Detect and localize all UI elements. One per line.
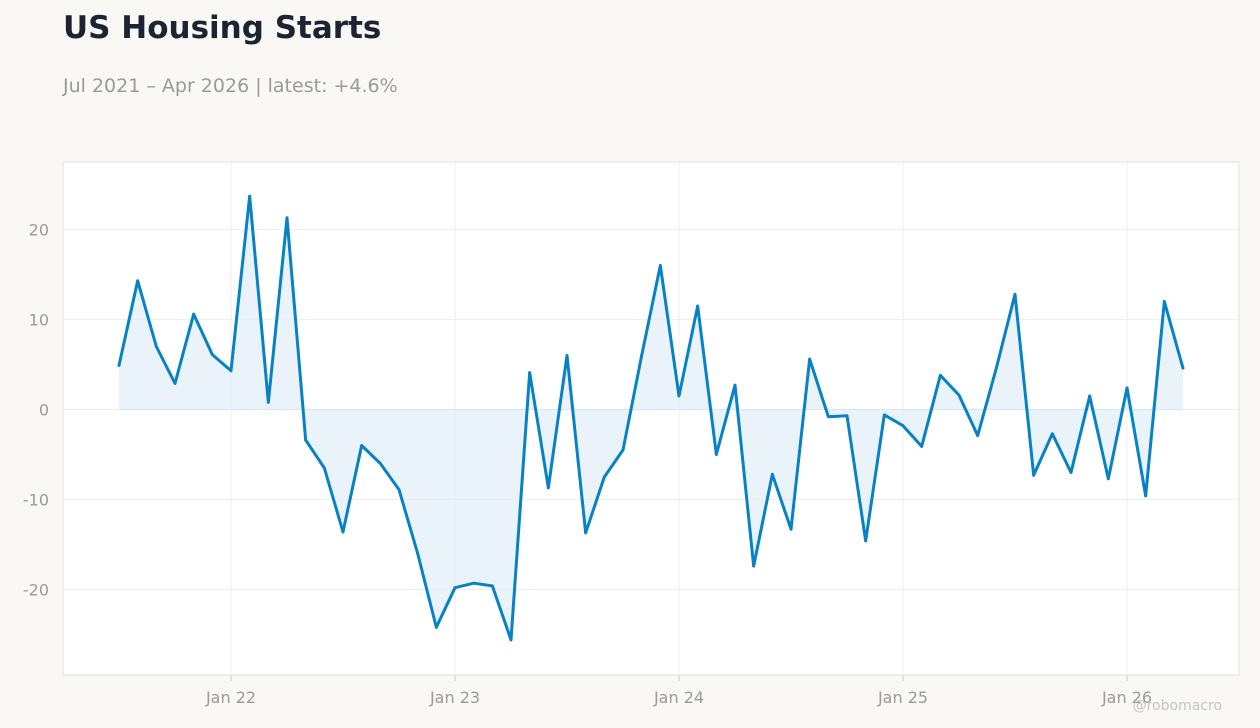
x-tick-label: Jan 22 (205, 688, 256, 707)
data-point (733, 383, 737, 387)
data-point (472, 581, 476, 585)
data-point (696, 304, 700, 308)
data-point (1106, 477, 1110, 481)
series-line (117, 194, 1185, 642)
data-point (397, 488, 401, 491)
data-point (304, 438, 308, 442)
y-axis: -20 -10 0 10 20 (23, 221, 49, 600)
data-point (1069, 471, 1073, 474)
x-tick-label: Jan 25 (877, 688, 928, 707)
data-point (434, 625, 438, 629)
credit-watermark: @robomacro (1132, 698, 1222, 714)
data-point (509, 638, 513, 642)
chart-subtitle: Jul 2021 – Apr 2026 | latest: +4.6% (63, 75, 398, 97)
data-point (210, 353, 214, 356)
x-tick-label: Jan 26 (1101, 688, 1152, 707)
data-point (154, 345, 158, 348)
data-point (826, 415, 830, 419)
data-point (1144, 494, 1148, 498)
data-point (1032, 473, 1036, 477)
y-tick-label: 10 (29, 311, 49, 330)
y-tick-label: 20 (29, 221, 49, 240)
chart-title: US Housing Starts (63, 10, 382, 46)
data-point (322, 466, 326, 470)
data-point (117, 364, 121, 367)
x-axis: Jan 22 Jan 23 Jan 24 Jan 25 Jan 26 (205, 675, 1152, 707)
data-point (229, 369, 233, 373)
data-point (1088, 394, 1092, 398)
data-point (285, 216, 289, 220)
y-tick-label: -10 (23, 491, 49, 510)
data-point (173, 382, 177, 385)
data-point (602, 475, 606, 479)
data-point (453, 586, 457, 590)
data-point (360, 444, 364, 447)
data-point (565, 354, 569, 357)
data-point (490, 584, 494, 588)
data-point (1125, 386, 1129, 390)
data-point (1162, 300, 1166, 303)
data-point (621, 448, 625, 452)
data-point (976, 434, 980, 437)
data-point (770, 472, 774, 476)
data-point (808, 357, 812, 361)
data-point (341, 530, 345, 534)
data-point (584, 531, 588, 535)
data-point (920, 445, 924, 448)
y-tick-label: -20 (23, 581, 49, 600)
data-point (378, 462, 382, 465)
data-point (957, 393, 961, 397)
data-point (192, 312, 196, 316)
data-point (677, 394, 681, 398)
line-layer (117, 194, 1185, 642)
data-point (1181, 366, 1185, 370)
data-point (752, 564, 756, 568)
data-point (528, 371, 532, 374)
data-point (416, 552, 420, 555)
x-tick-label: Jan 23 (429, 688, 480, 707)
data-point (136, 279, 140, 283)
data-point (266, 400, 270, 404)
data-point (658, 264, 662, 267)
y-tick-label: 0 (39, 401, 49, 420)
data-point (882, 413, 886, 417)
data-point (1013, 292, 1017, 296)
data-point (901, 424, 905, 428)
data-point (640, 354, 644, 357)
data-point (1050, 432, 1054, 436)
data-point (714, 453, 718, 456)
data-point (546, 486, 550, 490)
data-point (864, 539, 868, 543)
x-tick-label: Jan 24 (653, 688, 704, 707)
data-point (845, 414, 849, 418)
data-point (994, 366, 998, 370)
data-point (789, 527, 793, 531)
data-point (938, 373, 942, 377)
data-point (248, 194, 252, 198)
